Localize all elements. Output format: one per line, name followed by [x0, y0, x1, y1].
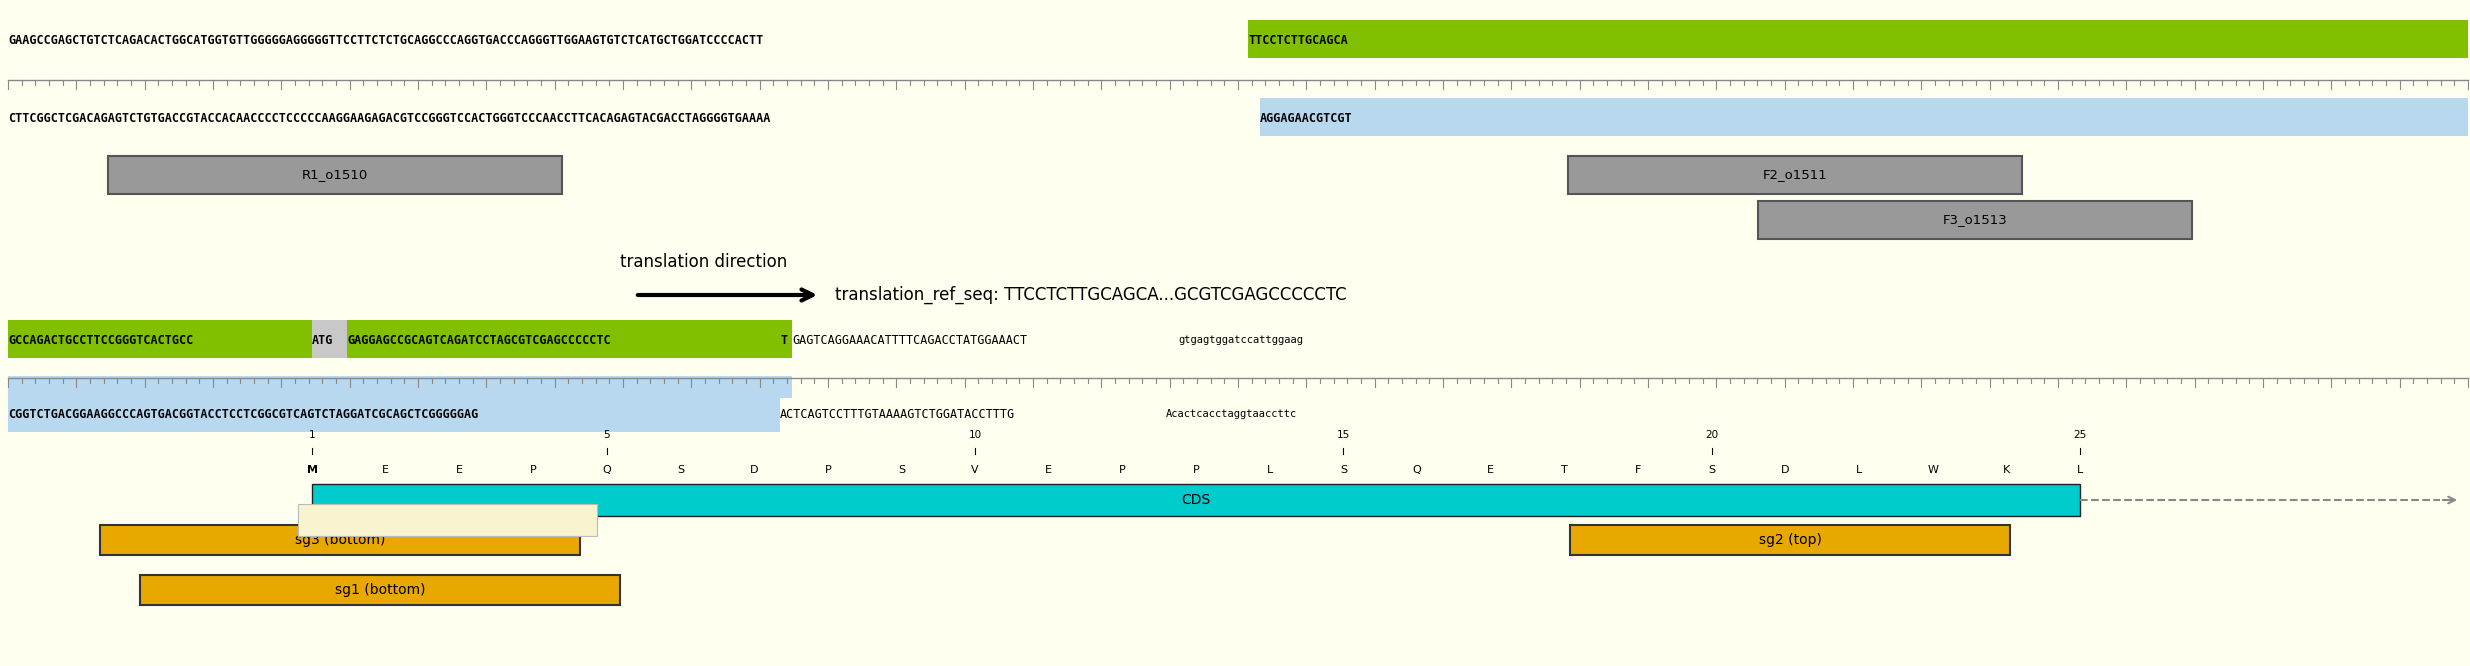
Text: V: V	[971, 465, 978, 475]
Text: GAAGCCGAGCTGTCTCAGACACTGGCATGGTGTTGGGGGAGGGGGTTCCTTCTCTGCAGGCCCAGGTGACCCAGGGTTGG: GAAGCCGAGCTGTCTCAGACACTGGCATGGTGTTGGGGGA…	[7, 33, 763, 47]
FancyBboxPatch shape	[1759, 201, 2191, 239]
Text: 20: 20	[1704, 430, 1719, 440]
Text: AGGAGAACGTCGT: AGGAGAACGTCGT	[1260, 111, 1354, 125]
Text: 5: 5	[603, 430, 610, 440]
Text: Q: Q	[1413, 465, 1420, 475]
Text: ATG: ATG	[311, 334, 333, 346]
Text: S: S	[899, 465, 904, 475]
Text: sg1 (bottom): sg1 (bottom)	[336, 583, 425, 597]
Text: F3_o1513: F3_o1513	[1941, 214, 2008, 226]
Text: P: P	[1193, 465, 1200, 475]
Text: S: S	[1709, 465, 1714, 475]
Text: TTCCTCTTGCAGCA: TTCCTCTTGCAGCA	[1247, 33, 1349, 47]
Text: E: E	[383, 465, 390, 475]
FancyBboxPatch shape	[141, 575, 620, 605]
FancyBboxPatch shape	[109, 156, 563, 194]
Text: E: E	[1487, 465, 1494, 475]
Text: Methionine (1): Methionine (1)	[408, 515, 489, 525]
Text: D: D	[1781, 465, 1791, 475]
Text: translation direction: translation direction	[620, 253, 788, 271]
Text: Acactcacctaggtaaccttc: Acactcacctaggtaaccttc	[1166, 409, 1297, 419]
Text: ACTCAGTCCTTTGTAAAAGTCTGGATACCTTTG: ACTCAGTCCTTTGTAAAAGTCTGGATACCTTTG	[781, 408, 1015, 420]
FancyBboxPatch shape	[1568, 156, 2023, 194]
FancyArrowPatch shape	[2443, 497, 2455, 503]
Text: Q: Q	[603, 465, 610, 475]
Bar	[1260, 98, 2468, 136]
Text: M: M	[306, 465, 319, 475]
Text: E: E	[457, 465, 462, 475]
Text: sg2 (top): sg2 (top)	[1759, 533, 1820, 547]
Text: translation_ref_seq: TTCCTCTTGCAGCA...GCGTCGAGCCCCCTC: translation_ref_seq: TTCCTCTTGCAGCA...GC…	[835, 286, 1346, 304]
Text: CDS: CDS	[1181, 493, 1210, 507]
Text: T: T	[1561, 465, 1568, 475]
Text: F2_o1511: F2_o1511	[1764, 168, 1828, 182]
Text: T: T	[781, 334, 788, 346]
Text: P: P	[825, 465, 832, 475]
Text: sg3 (bottom): sg3 (bottom)	[294, 533, 385, 547]
Text: P: P	[1119, 465, 1126, 475]
Bar	[1247, 20, 2468, 58]
Text: F: F	[1635, 465, 1640, 475]
Text: CGGTCTGACGGAAGGCCCAGTGACGGTACCTCCTCGGCGTCAGTCTAGGATCGCAGCTCGGGGGAG: CGGTCTGACGGAAGGCCCAGTGACGGTACCTCCTCGGCGT…	[7, 408, 479, 420]
FancyBboxPatch shape	[299, 504, 598, 536]
Text: 15: 15	[1336, 430, 1351, 440]
Text: D: D	[751, 465, 758, 475]
Text: L: L	[1267, 465, 1272, 475]
Bar	[311, 320, 348, 358]
Bar	[7, 376, 793, 398]
Text: GAGTCAGGAAACATTTTCAGACCTATGGAAACT: GAGTCAGGAAACATTTTCAGACCTATGGAAACT	[793, 334, 1028, 346]
Text: GAGGAGCCGCAGTCAGATCCTAGCGTCGAGCCCCCTC: GAGGAGCCGCAGTCAGATCCTAGCGTCGAGCCCCCTC	[348, 334, 610, 346]
Text: L: L	[1855, 465, 1862, 475]
Text: R1_o1510: R1_o1510	[301, 168, 368, 182]
FancyArrowPatch shape	[637, 290, 813, 300]
Text: S: S	[1339, 465, 1346, 475]
Text: CTTCGGCTCGACAGAGTCTGTGACCGTACCACAACCCCTCCCCCAAGGAAGAGACGTCCGGGTCCACTGGGTCCCAACCT: CTTCGGCTCGACAGAGTCTGTGACCGTACCACAACCCCTC…	[7, 111, 771, 125]
Text: P: P	[529, 465, 536, 475]
Bar	[7, 394, 781, 432]
Text: W: W	[1927, 465, 1939, 475]
Text: S: S	[677, 465, 684, 475]
Text: L: L	[2077, 465, 2082, 475]
FancyBboxPatch shape	[1571, 525, 2011, 555]
Text: 10: 10	[968, 430, 981, 440]
Text: 25: 25	[2072, 430, 2087, 440]
FancyBboxPatch shape	[99, 525, 580, 555]
Text: E: E	[1045, 465, 1052, 475]
Text: 1: 1	[309, 430, 316, 440]
Bar	[7, 320, 793, 358]
Text: K: K	[2003, 465, 2011, 475]
Text: GCCAGACTGCCTTCCGGGTCACTGCC: GCCAGACTGCCTTCCGGGTCACTGCC	[7, 334, 193, 346]
Text: gtgagtggatccattggaag: gtgagtggatccattggaag	[1178, 335, 1304, 345]
FancyBboxPatch shape	[311, 484, 2080, 516]
